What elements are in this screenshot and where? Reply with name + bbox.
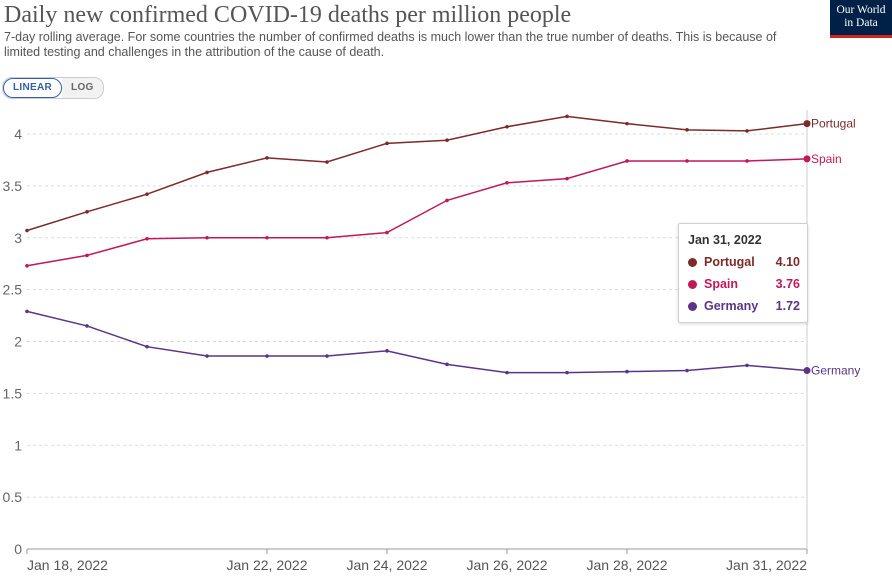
data-point-spain — [25, 263, 29, 268]
data-point-portugal — [85, 210, 89, 214]
tooltip-row-spain: Spain 3.76 — [688, 277, 800, 293]
data-point-portugal — [385, 141, 389, 146]
hover-tooltip: Jan 31, 2022 Portugal 4.10 Spain 3.76 Ge… — [678, 223, 808, 323]
data-point-portugal — [145, 192, 149, 196]
x-tick-label: Jan 22, 2022 — [227, 557, 308, 573]
y-tick-label: 1 — [14, 437, 22, 453]
y-tick-label: 4 — [14, 126, 22, 142]
data-point-spain — [565, 176, 569, 181]
data-point-portugal — [265, 156, 269, 160]
data-point-germany — [205, 354, 209, 358]
series-label-portugal: Portugal — [811, 117, 856, 131]
data-point-spain — [803, 155, 811, 163]
y-tick-label: 2.5 — [3, 282, 23, 298]
tooltip-date: Jan 31, 2022 — [688, 233, 762, 247]
owid-logo[interactable]: Our World in Data — [830, 0, 892, 38]
data-point-portugal — [745, 129, 749, 133]
data-point-spain — [445, 198, 449, 203]
data-point-portugal — [505, 124, 509, 129]
data-point-portugal — [803, 120, 811, 128]
logo-line-1: Our World — [836, 4, 886, 16]
data-point-germany — [85, 324, 89, 328]
x-tick-label: Jan 26, 2022 — [467, 557, 548, 573]
log-scale-button[interactable]: LOG — [62, 78, 103, 98]
data-point-spain — [325, 235, 329, 240]
x-tick-label: Jan 28, 2022 — [587, 557, 668, 573]
series-line-spain — [26, 158, 808, 267]
data-point-spain — [85, 253, 89, 258]
logo-accent-bar — [830, 35, 892, 38]
data-point-spain — [385, 230, 389, 235]
data-point-germany — [745, 363, 749, 368]
linear-scale-button[interactable]: LINEAR — [3, 78, 63, 98]
data-point-germany — [265, 354, 269, 358]
data-point-portugal — [25, 228, 29, 233]
data-point-portugal — [445, 138, 449, 143]
y-tick-label: 2 — [14, 334, 22, 350]
x-tick-label: Jan 24, 2022 — [347, 557, 428, 573]
tooltip-dot-spain — [688, 280, 697, 289]
y-tick-label: 1.5 — [3, 385, 23, 401]
tooltip-value-spain: 3.76 — [775, 277, 800, 291]
tooltip-row-germany: Germany 1.72 — [688, 299, 800, 315]
series-line-germany — [26, 310, 808, 374]
tooltip-name-portugal: Portugal — [704, 255, 755, 269]
data-point-portugal — [625, 121, 629, 126]
data-point-germany — [803, 367, 811, 375]
data-point-germany — [145, 344, 149, 349]
series-line-portugal — [26, 115, 808, 232]
data-point-germany — [385, 349, 389, 353]
data-point-spain — [145, 236, 149, 241]
data-point-spain — [745, 159, 749, 163]
data-point-germany — [505, 370, 509, 375]
data-point-germany — [565, 370, 569, 375]
y-tick-label: 3.5 — [3, 178, 23, 194]
data-point-germany — [625, 369, 629, 374]
data-point-portugal — [685, 128, 689, 132]
data-point-portugal — [325, 160, 329, 164]
data-point-portugal — [205, 170, 209, 175]
data-point-spain — [625, 159, 629, 163]
data-point-germany — [325, 354, 329, 358]
data-point-portugal — [565, 114, 569, 119]
data-point-germany — [445, 362, 449, 367]
data-point-germany — [25, 309, 29, 314]
logo-line-2: in Data — [844, 17, 878, 29]
y-tick-label: 0 — [14, 541, 22, 557]
tooltip-dot-portugal — [688, 258, 697, 267]
chart-subtitle: 7-day rolling average. For some countrie… — [4, 30, 777, 59]
tooltip-row-portugal: Portugal 4.10 — [688, 255, 800, 271]
tooltip-name-spain: Spain — [704, 277, 739, 291]
y-tick-label: 0.5 — [3, 489, 23, 505]
chart-title: Daily new confirmed COVID-19 deaths per … — [4, 2, 572, 28]
data-point-germany — [685, 368, 689, 373]
tooltip-value-germany: 1.72 — [775, 299, 800, 313]
y-tick-label: 3 — [14, 230, 22, 246]
data-point-spain — [685, 159, 689, 163]
tooltip-dot-germany — [688, 302, 697, 311]
data-point-spain — [505, 180, 509, 185]
data-point-spain — [205, 235, 209, 240]
series-label-germany: Germany — [811, 364, 860, 378]
scale-toggle: LINEAR LOG — [2, 77, 104, 99]
tooltip-value-portugal: 4.10 — [775, 255, 800, 269]
x-tick-label: Jan 18, 2022 — [27, 557, 108, 573]
tooltip-name-germany: Germany — [704, 299, 759, 313]
x-tick-label: Jan 31, 2022 — [726, 557, 807, 573]
data-point-spain — [265, 235, 269, 240]
series-label-spain: Spain — [811, 152, 842, 166]
